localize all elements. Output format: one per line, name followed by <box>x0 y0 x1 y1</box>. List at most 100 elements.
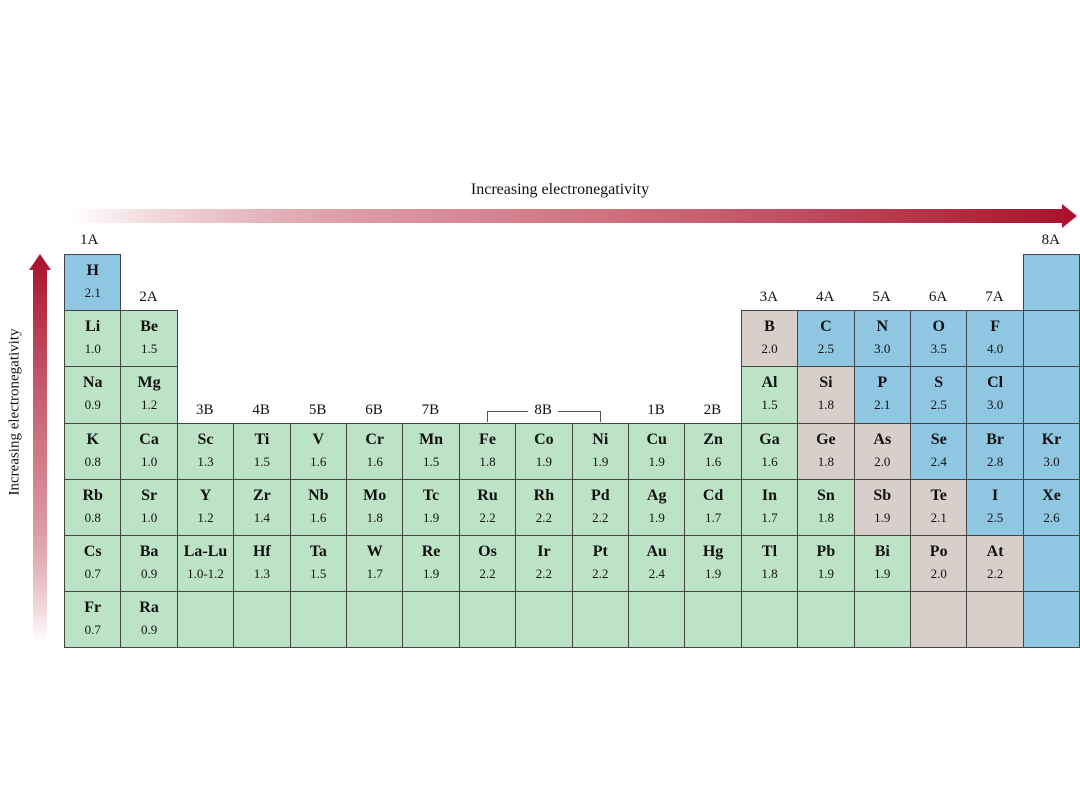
element-cell-f: F 4.0 <box>966 310 1024 368</box>
element-symbol: Cs <box>83 543 102 560</box>
element-symbol: K <box>86 430 99 448</box>
element-cell-xe: Xe 2.6 <box>1022 478 1080 536</box>
element-cell-ni: Ni 1.9 <box>571 422 629 480</box>
group-label-3b: 3B <box>196 401 214 418</box>
element-symbol: O <box>932 318 945 336</box>
electronegativity-value: 2.2 <box>592 509 609 525</box>
element-symbol: Mg <box>137 374 161 392</box>
empty-cell <box>910 591 968 649</box>
group-label-8a: 8A <box>1041 232 1060 248</box>
electronegativity-value: 0.9 <box>140 622 158 638</box>
element-symbol: Li <box>85 318 101 336</box>
element-symbol: Sb <box>873 486 892 504</box>
element-cell-b: B 2.0 <box>740 310 799 368</box>
element-cell-w: W 1.7 <box>346 535 404 593</box>
element-cell-cr: Cr 1.6 <box>346 422 404 480</box>
element-symbol: Ag <box>646 486 667 504</box>
group-label-7a: 7A <box>985 289 1004 306</box>
electronegativity-value: 1.7 <box>761 509 778 525</box>
element-symbol: Ti <box>254 430 270 448</box>
element-cell-po: Po 2.0 <box>910 535 968 593</box>
element-symbol: Ra <box>139 599 159 617</box>
empty-cell <box>797 591 855 649</box>
element-symbol: Cu <box>646 430 667 448</box>
electronegativity-value: 1.9 <box>648 509 665 525</box>
element-symbol: Kr <box>1041 430 1062 448</box>
electronegativity-value: 1.9 <box>704 566 722 581</box>
element-cell-ru: Ru 2.2 <box>458 478 517 536</box>
electronegativity-value: 1.4 <box>253 509 270 525</box>
empty-cell <box>515 591 573 649</box>
empty-cell <box>1022 254 1080 312</box>
electronegativity-value: 1.9 <box>874 566 891 581</box>
electronegativity-value: 1.8 <box>366 509 383 525</box>
element-symbol: Tc <box>422 486 440 504</box>
element-symbol: La-Lu <box>183 543 228 560</box>
electronegativity-value: 0.7 <box>84 622 101 638</box>
element-symbol: Zr <box>252 486 271 504</box>
element-cell-tc: Tc 1.9 <box>402 478 460 536</box>
empty-cell <box>853 591 911 649</box>
element-cell-pd: Pd 2.2 <box>571 478 629 536</box>
element-symbol: Te <box>930 486 947 504</box>
element-cell-ba: Ba 0.9 <box>120 535 178 593</box>
element-symbol: As <box>873 430 892 448</box>
electronegativity-value: 1.0 <box>140 509 158 525</box>
group-label-3a: 3A <box>759 289 778 306</box>
electronegativity-value: 4.0 <box>986 341 1004 357</box>
element-symbol: Mo <box>363 486 387 504</box>
element-cell-ge: Ge 1.8 <box>797 422 855 480</box>
electronegativity-value: 3.0 <box>1043 453 1060 469</box>
electronegativity-value: 1.7 <box>704 509 722 525</box>
electronegativity-value: 2.0 <box>930 566 947 581</box>
element-cell-pt: Pt 2.2 <box>571 535 629 593</box>
element-symbol: V <box>312 430 325 448</box>
element-symbol: Pb <box>816 543 836 560</box>
electronegativity-value: 2.8 <box>986 453 1004 469</box>
electronegativity-value: 1.5 <box>422 453 440 469</box>
element-cell-ra: Ra 0.9 <box>120 591 178 649</box>
electronegativity-value: 2.1 <box>930 509 947 525</box>
group-label-5a: 5A <box>872 289 891 306</box>
element-symbol: Bi <box>874 543 890 560</box>
element-cell-c: C 2.5 <box>797 310 855 368</box>
electronegativity-value: 2.0 <box>761 341 778 357</box>
element-cell-bi: Bi 1.9 <box>853 535 911 593</box>
group-label-2b: 2B <box>703 401 722 418</box>
group-label-8b: 8B <box>528 401 559 419</box>
empty-cell <box>1022 535 1080 593</box>
element-symbol: Cl <box>987 374 1004 392</box>
electronegativity-value: 2.2 <box>479 566 496 581</box>
element-cell-se: Se 2.4 <box>910 422 968 480</box>
empty-cell <box>458 591 517 649</box>
element-cell-hf: Hf 1.3 <box>233 535 291 593</box>
element-cell-in: In 1.7 <box>740 478 799 536</box>
element-symbol: Hf <box>252 543 271 560</box>
element-cell-mn: Mn 1.5 <box>402 422 460 480</box>
element-symbol: Rb <box>82 486 103 504</box>
element-symbol: Co <box>534 430 554 448</box>
empty-cell <box>402 591 460 649</box>
element-symbol: Sr <box>141 486 158 504</box>
electronegativity-value: 1.6 <box>310 509 327 525</box>
element-symbol: Ta <box>309 543 327 560</box>
element-symbol: H <box>86 262 99 279</box>
electronegativity-value: 2.2 <box>986 566 1004 581</box>
element-cell-cs: Cs 0.7 <box>64 535 122 593</box>
element-symbol: Ir <box>537 543 551 560</box>
electronegativity-value: 0.8 <box>84 509 101 525</box>
electronegativity-value: 2.2 <box>535 509 552 525</box>
element-cell-pb: Pb 1.9 <box>797 535 855 593</box>
element-symbol: Si <box>819 374 833 392</box>
element-symbol: Zn <box>703 430 723 448</box>
element-symbol: Re <box>421 543 441 560</box>
electronegativity-value: 3.0 <box>874 341 891 357</box>
element-symbol: Sc <box>197 430 214 448</box>
element-cell-ti: Ti 1.5 <box>233 422 291 480</box>
element-symbol: Os <box>478 543 497 560</box>
element-cell-y: Y 1.2 <box>176 478 235 536</box>
empty-cell <box>684 591 742 649</box>
element-cell-ca: Ca 1.0 <box>120 422 178 480</box>
element-cell-fr: Fr 0.7 <box>64 591 122 649</box>
